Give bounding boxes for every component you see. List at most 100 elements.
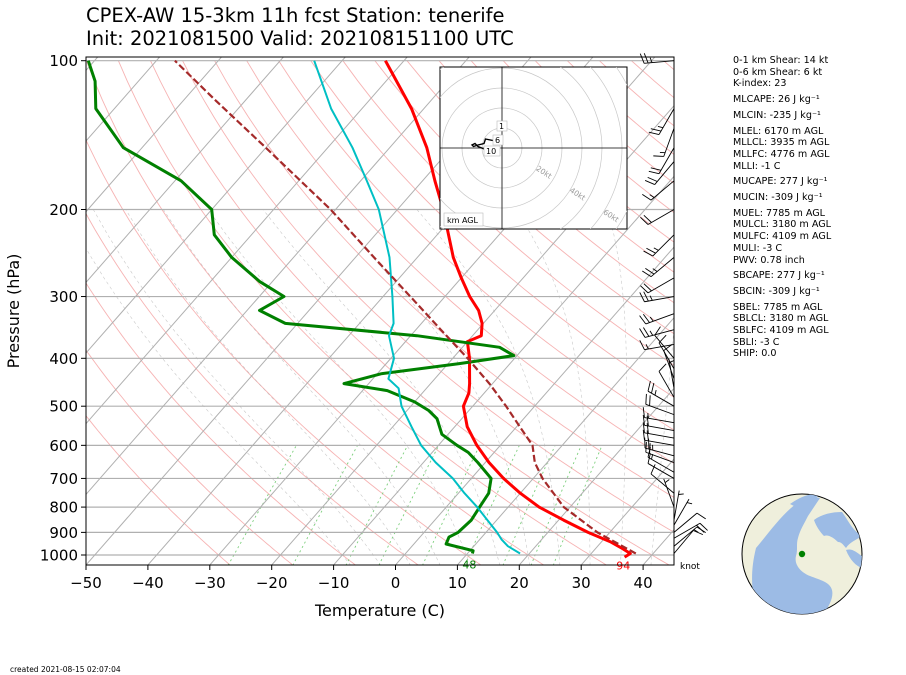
isotherm <box>86 57 285 284</box>
wind-barb <box>673 522 708 539</box>
hodograph-height-label: 6 <box>492 134 504 146</box>
barb-half-flag <box>653 247 659 251</box>
y-tick-label: 800 <box>49 499 78 517</box>
wind-barb <box>639 340 675 351</box>
isotherm <box>86 57 161 142</box>
barb-half-flag <box>649 330 654 336</box>
wind-barb <box>673 498 693 526</box>
moist-adiabat <box>93 209 381 565</box>
x-tick-label: −50 <box>70 574 102 592</box>
y-tick-label: 300 <box>49 288 78 306</box>
barb-staff <box>644 60 675 64</box>
wind-barb <box>673 512 706 533</box>
barb-staff <box>644 424 675 431</box>
barb-half-flag <box>678 493 684 495</box>
barb-staff <box>673 490 680 521</box>
wind-barb <box>647 380 675 407</box>
height-label-text: 10 <box>486 147 496 156</box>
dry-adiabat <box>438 60 674 273</box>
y-tick-label: 600 <box>49 437 78 455</box>
barb-flag <box>645 393 647 405</box>
hodograph-legend: km AGL <box>443 212 484 227</box>
index-row: 0-6 km Shear: 6 kt <box>733 66 823 78</box>
barb-staff <box>644 296 675 303</box>
wind-units-label: knot <box>680 562 700 572</box>
index-row: SBCIN: -309 J kg⁻¹ <box>733 285 820 297</box>
barb-half-flag <box>649 194 655 198</box>
x-tick-label: −40 <box>132 574 164 592</box>
barb-flag <box>646 430 649 441</box>
barb-staff <box>645 403 675 416</box>
y-tick-label: 100 <box>49 52 78 70</box>
isotherm <box>86 57 346 354</box>
height-label-text: 1 <box>499 122 504 131</box>
barb-staff <box>644 439 675 446</box>
stability-indices: 0-1 km Shear: 14 kt 0-6 km Shear: 6 kt K-i… <box>733 55 831 360</box>
moist-adiabat <box>515 209 591 565</box>
x-axis-label: Temperature (C) <box>314 601 445 620</box>
y-tick-label: 700 <box>49 470 78 488</box>
index-row: SHIP: 0.0 <box>733 348 777 360</box>
barb-half-flag <box>657 126 664 129</box>
barb-flag <box>639 340 645 350</box>
barb-flag <box>643 53 649 64</box>
barb-flag <box>639 315 647 325</box>
barb-flag <box>643 291 649 302</box>
index-row: MLEL: 6170 m AGL <box>733 125 824 137</box>
barb-flag <box>646 247 656 254</box>
barb-flag <box>644 180 655 185</box>
wind-barb <box>673 490 684 521</box>
isotherm <box>394 246 674 565</box>
barb-flag <box>699 522 708 531</box>
wind-barb <box>642 414 675 431</box>
barb-flag <box>696 524 705 533</box>
barb-flag <box>642 429 645 441</box>
barb-flag <box>650 167 662 171</box>
barb-staff <box>644 417 675 424</box>
moist-adiabat <box>86 247 351 565</box>
wind-barb <box>644 161 675 185</box>
created-timestamp: created 2021-08-15 02:07:04 <box>10 665 121 674</box>
barb-flag <box>643 327 650 337</box>
height-label-box <box>492 134 504 146</box>
index-row: MLCAPE: 26 J kg⁻¹ <box>733 94 820 106</box>
barb-flag <box>646 415 649 427</box>
index-row: SBEL: 7785 m AGL <box>733 301 823 313</box>
x-tick-label: −30 <box>194 574 226 592</box>
moist-adiabat <box>262 209 501 565</box>
barb-flag <box>642 407 645 418</box>
wind-barb <box>639 313 675 325</box>
y-tick-label: 1000 <box>40 547 78 565</box>
index-row: MUCIN: -309 J kg⁻¹ <box>733 192 823 204</box>
barb-flag <box>646 423 649 434</box>
barb-staff <box>645 313 675 325</box>
moist-adiabat <box>125 209 411 565</box>
x-tick-label: −10 <box>318 574 350 592</box>
x-tick-label: −20 <box>256 574 288 592</box>
parcel-profile <box>174 59 637 555</box>
index-row: MLCIN: -235 J kg⁻¹ <box>733 109 821 121</box>
barb-staff <box>647 209 675 225</box>
barb-flag <box>642 422 645 433</box>
barb-staff <box>673 522 701 539</box>
hodograph-ring-label: 80kt <box>635 229 654 246</box>
ocean-mediterranean <box>814 512 862 548</box>
barb-flag <box>648 131 660 136</box>
dry-adiabat <box>310 60 674 398</box>
barb-half-flag <box>693 529 699 533</box>
barb-staff <box>673 530 694 554</box>
wind-barb <box>639 53 675 64</box>
wind-barb <box>663 478 675 508</box>
wind-barb <box>648 108 675 136</box>
dry-adiabat <box>278 60 674 431</box>
index-row: K-index: 23 <box>733 78 787 90</box>
barb-flag <box>649 395 651 406</box>
barb-staff <box>647 456 675 473</box>
station-globe <box>741 493 863 615</box>
dry-adiabat <box>374 60 674 335</box>
chart-subtitle: Init: 2021081500 Valid: 202108151100 UTC <box>86 27 514 50</box>
barb-staff <box>647 277 675 294</box>
isotherm <box>86 57 470 496</box>
isotherm <box>86 57 408 425</box>
